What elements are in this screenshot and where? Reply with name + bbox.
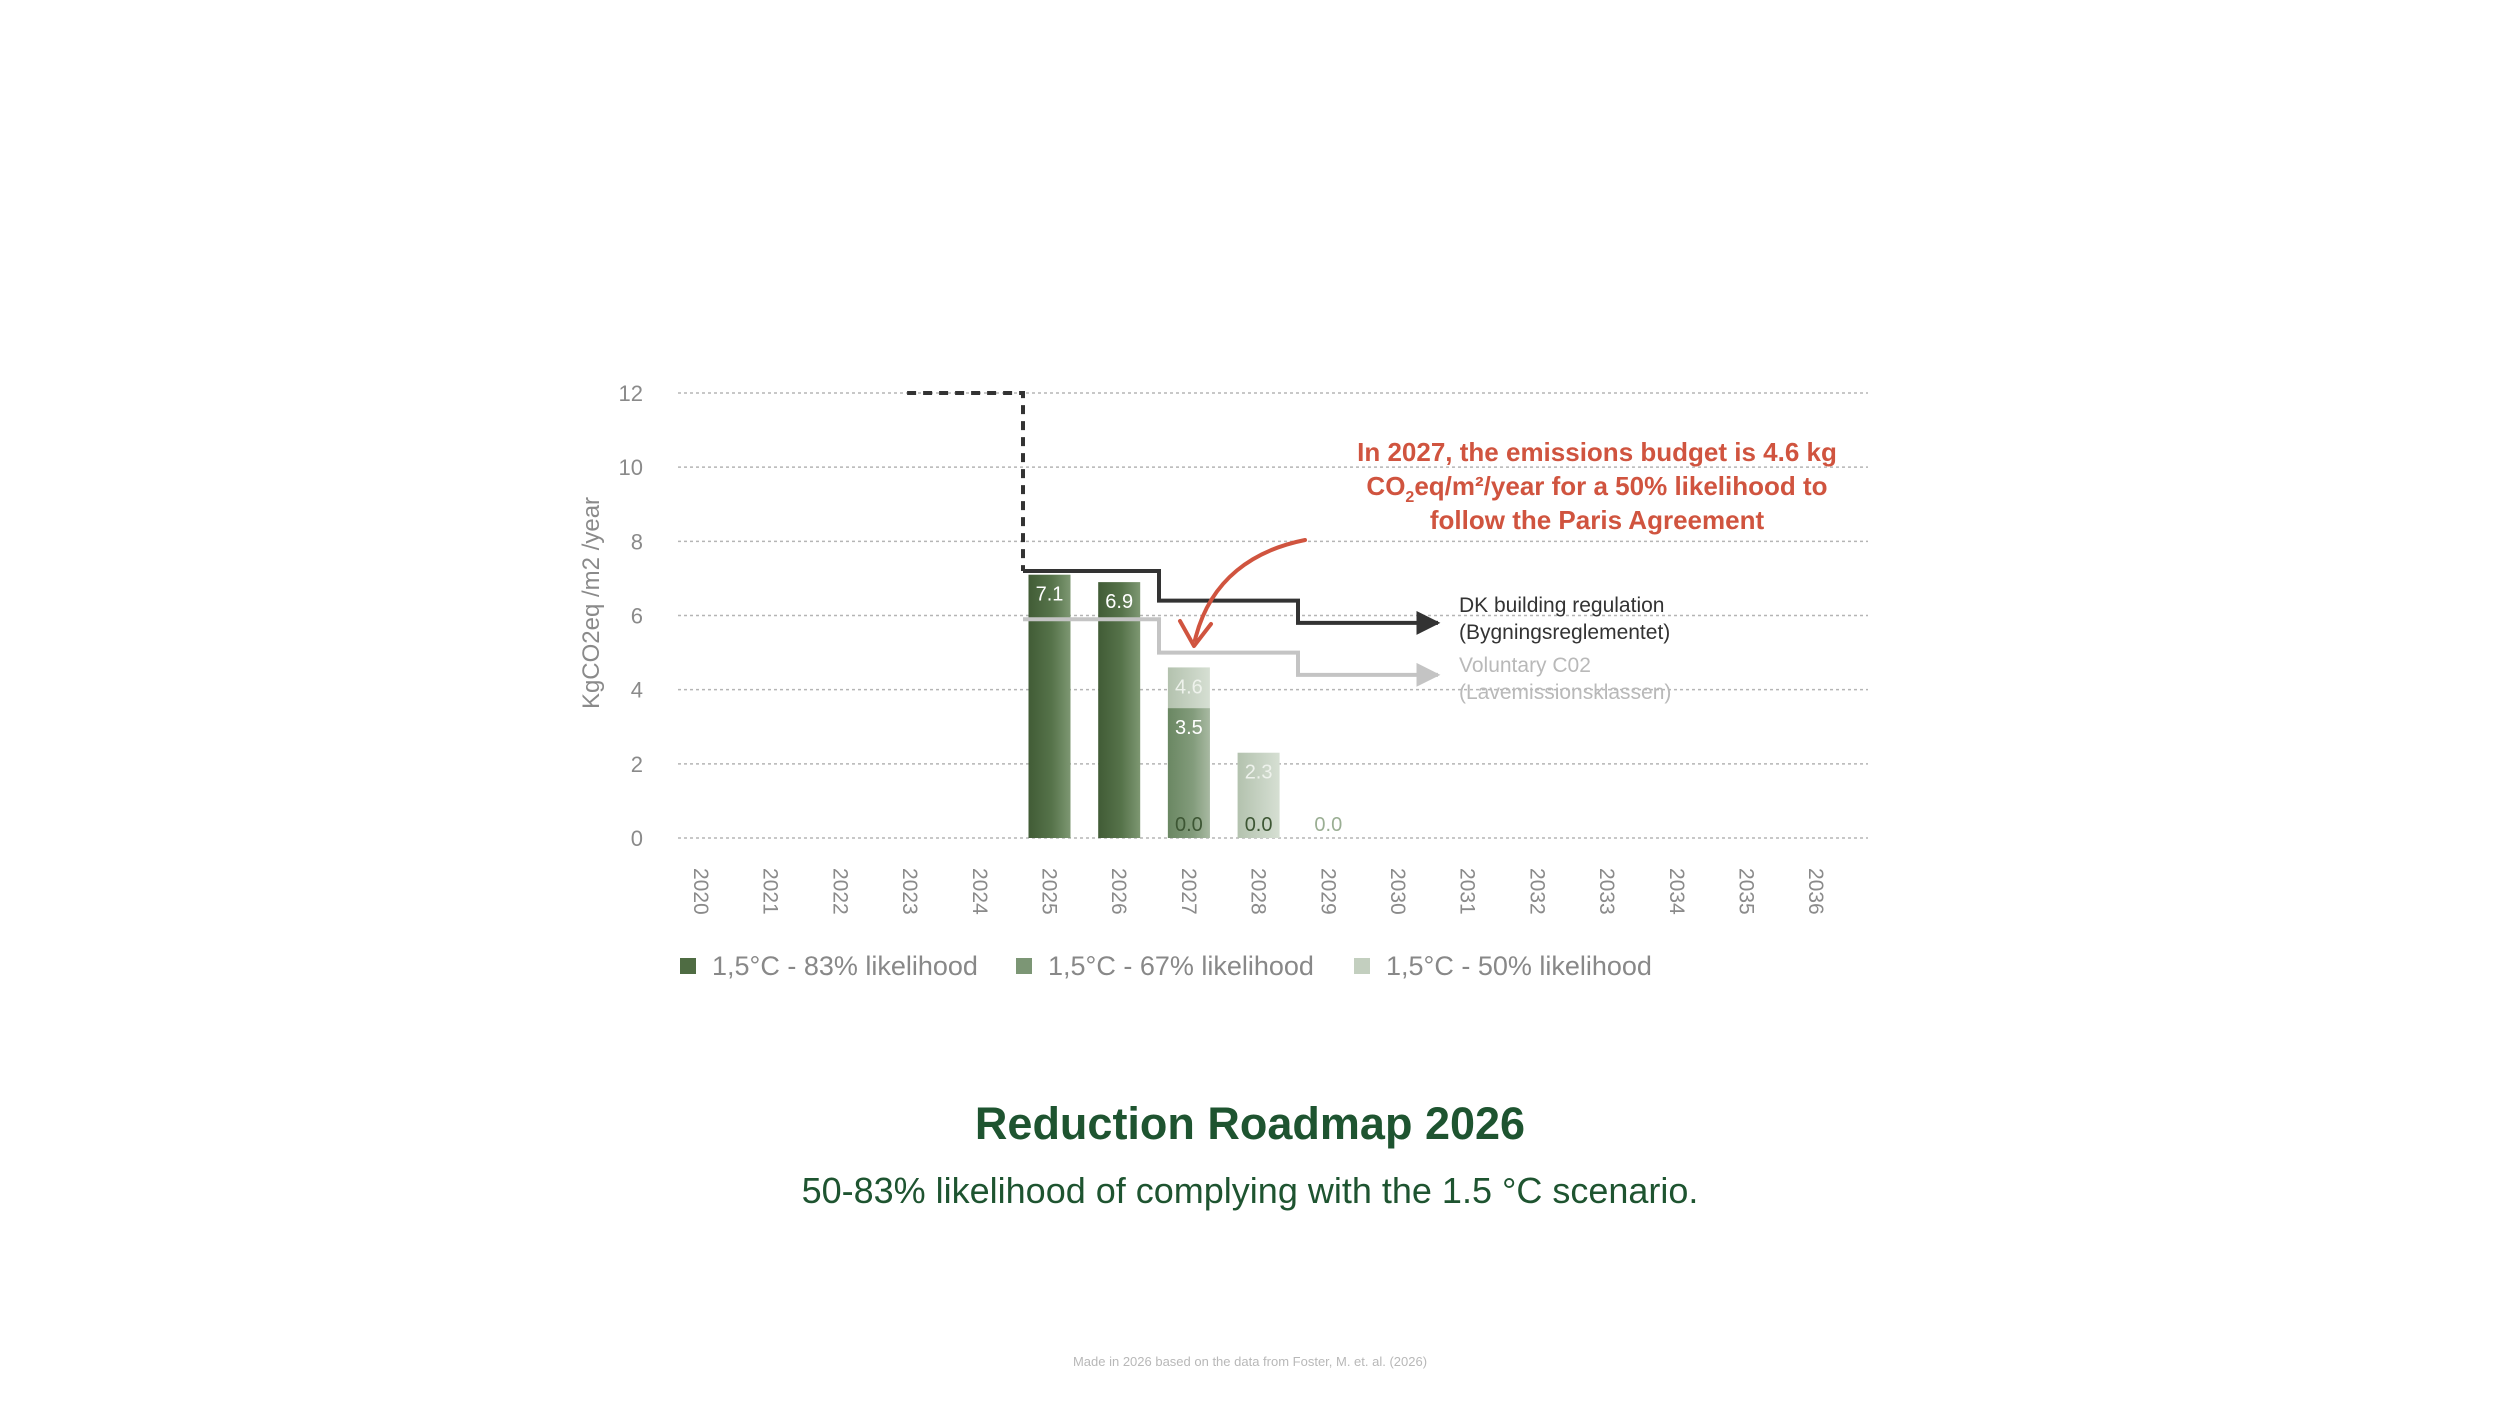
annotation-arrow-head (1178, 619, 1213, 648)
x-tick-label-2035: 2035 (1735, 868, 1758, 915)
bar-2027-67- (1167, 708, 1210, 838)
page-title: Reduction Roadmap 2026 (974, 1098, 1526, 1149)
y-axis-label: KgCO2eq /m2 /year (578, 497, 605, 709)
x-tick-label-2036: 2036 (1804, 868, 1827, 915)
legend-label-67: 1,5°C - 67% likelihood (1048, 950, 1314, 981)
x-tick-label-2032: 2032 (1525, 868, 1548, 915)
y-tick-label-8: 8 (631, 529, 643, 554)
x-tick-label-2025: 2025 (1038, 868, 1061, 915)
footnote: Made in 2026 based on the data from Fost… (1072, 1354, 1428, 1369)
legend-item-67: 1,5°C - 67% likelihood (1016, 946, 1314, 986)
x-tick-label-2034: 2034 (1665, 868, 1688, 915)
legend-item-50: 1,5°C - 50% likelihood (1354, 946, 1652, 986)
bar-label-2026-83-: 6.9 (1105, 591, 1133, 613)
x-tick-label-2026: 2026 (1107, 868, 1130, 915)
dk-regulation-label-line2: (Bygningsreglementet) (1459, 621, 1670, 644)
x-tick-label-2033: 2033 (1595, 868, 1618, 915)
bar-2026-83- (1098, 582, 1141, 838)
annotation-line2-subscript: 2 (1405, 489, 1414, 506)
bar-2025-83- (1028, 574, 1071, 838)
x-tick-label-2021: 2021 (759, 868, 782, 915)
bar-label-2027-83-: 0.0 (1175, 814, 1203, 836)
bar-label-2028-67-: 0.0 (1245, 814, 1273, 836)
dk-regulation-label-line1: DK building regulation (1459, 594, 1664, 617)
y-tick-label-2: 2 (631, 752, 643, 777)
bar-value-labels: 7.1 6.9 4.6 3.5 2.3 0.0 0.0 0.0 (1036, 584, 1343, 836)
legend-label-83: 1,5°C - 83% likelihood (712, 950, 978, 981)
gridlines (678, 392, 1868, 839)
bar-2028-50- (1237, 752, 1280, 838)
y-axis-ticks: 0 2 4 6 8 10 12 (619, 381, 643, 851)
x-tick-label-2022: 2022 (828, 868, 851, 915)
x-tick-label-2024: 2024 (968, 868, 991, 915)
page-subtitle: 50-83% likelihood of complying with the … (801, 1170, 1699, 1211)
annotation-line2-prefix: CO (1366, 471, 1405, 501)
bar-label-2027-67-: 3.5 (1175, 717, 1203, 739)
x-tick-label-2031: 2031 (1456, 868, 1479, 915)
step-line-dk-building-regulation (1023, 569, 1441, 635)
y-tick-label-12: 12 (619, 381, 643, 406)
bar-label-2028-50-: 2.3 (1245, 762, 1273, 784)
annotation-line1: In 2027, the emissions budget is 4.6 kg (1357, 437, 1837, 467)
annotation-line3: follow the Paris Agreement (1430, 505, 1765, 535)
y-tick-label-6: 6 (631, 604, 643, 629)
step-line-voluntary-c02 (1023, 617, 1441, 687)
legend-item-83: 1,5°C - 83% likelihood (680, 946, 978, 986)
legend-swatch-50 (1354, 958, 1370, 974)
legend-swatch-67 (1016, 958, 1032, 974)
step-lines (907, 391, 1441, 687)
step-line-history-dashed (907, 391, 1025, 571)
bar-label-2027-50-: 4.6 (1175, 676, 1203, 698)
y-tick-label-0: 0 (631, 826, 643, 851)
annotation-arrow-curve (1193, 538, 1307, 642)
legend-swatch-83 (680, 958, 696, 974)
x-tick-label-2027: 2027 (1177, 868, 1200, 915)
voluntary-co2-label-line1: Voluntary C02 (1459, 654, 1591, 677)
y-tick-label-4: 4 (631, 678, 643, 703)
bar-label-2025-83-: 7.1 (1036, 584, 1064, 606)
bar-label-2029-50-: 0.0 (1314, 814, 1342, 836)
voluntary-co2-label-line2: (Lavemissionsklassen) (1459, 681, 1671, 704)
x-axis-ticks: 2020 2021 2022 2023 2024 2025 2026 2027 2028 2029… (689, 868, 1827, 915)
annotation-line2: CO2eq/m²/year for a 50% likelihood to (1366, 471, 1827, 506)
legend-label-50: 1,5°C - 50% likelihood (1386, 950, 1652, 981)
annotation-line2-suffix: eq/m²/year for a 50% likelihood to (1414, 471, 1827, 501)
y-tick-label-10: 10 (619, 455, 643, 480)
x-tick-label-2030: 2030 (1386, 868, 1409, 915)
annotation: In 2027, the emissions budget is 4.6 kg … (1178, 437, 1837, 648)
bars (1028, 574, 1280, 838)
x-tick-label-2028: 2028 (1247, 868, 1270, 915)
x-tick-label-2020: 2020 (689, 868, 712, 915)
x-tick-label-2023: 2023 (898, 868, 921, 915)
x-tick-label-2029: 2029 (1316, 868, 1339, 915)
